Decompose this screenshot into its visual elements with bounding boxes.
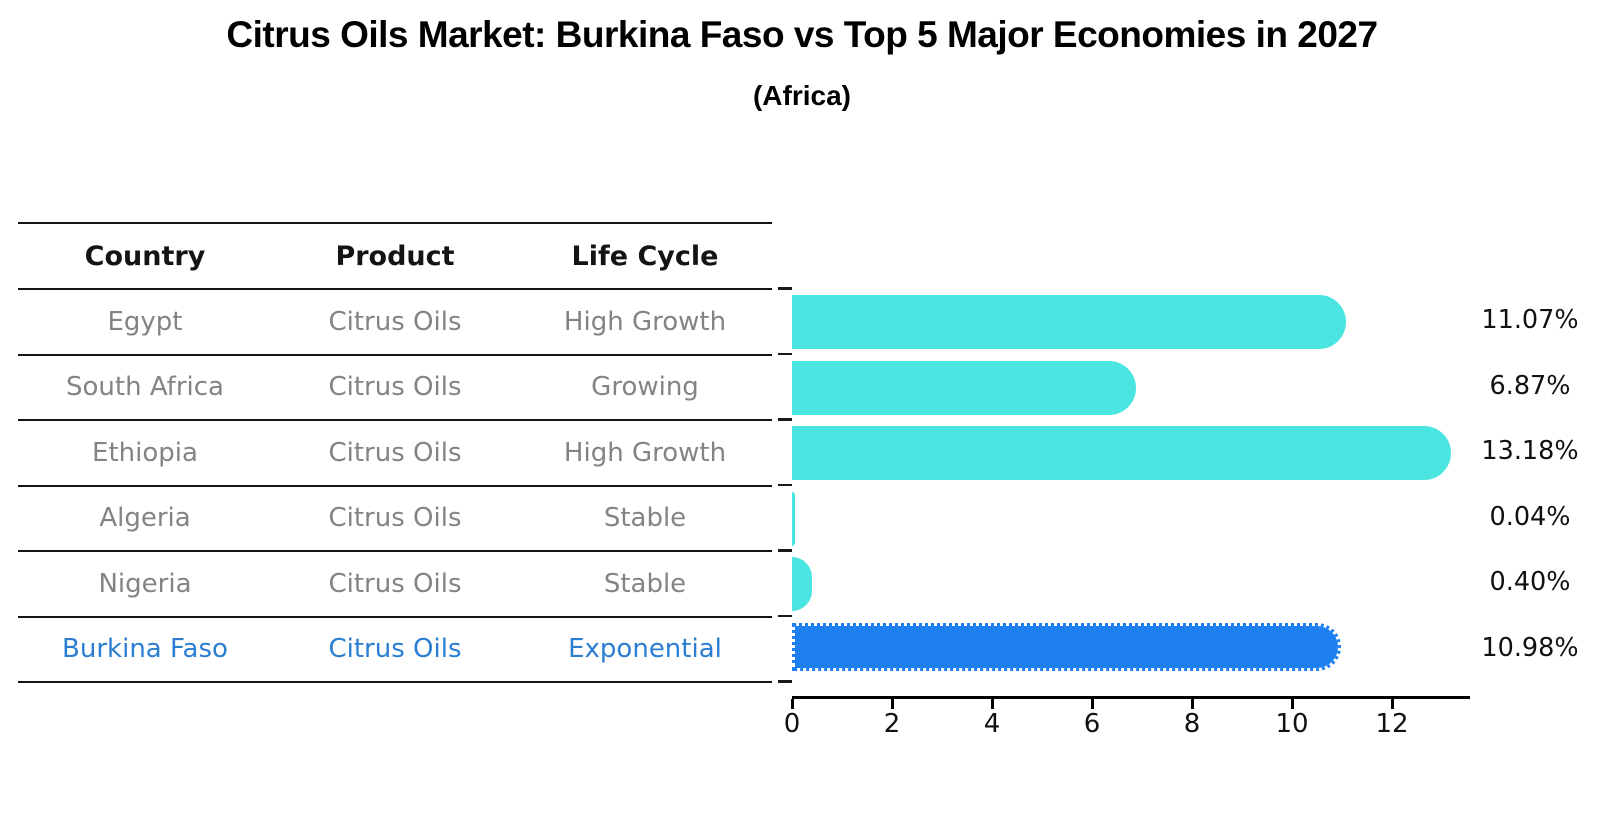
x-tick-label: 0 [783, 709, 801, 739]
table-row: South Africa Citrus Oils Growing [18, 353, 772, 420]
column-header-product: Product [335, 240, 455, 272]
cell-product: Citrus Oils [328, 503, 462, 534]
bar-burkina-faso [792, 622, 1341, 671]
cell-country: Egypt [107, 306, 183, 337]
cell-product: Citrus Oils [328, 437, 462, 468]
table-row: Egypt Citrus Oils High Growth [18, 288, 772, 354]
table-header-row: Country Product Life Cycle [18, 224, 772, 288]
cell-life-cycle: Exponential [568, 634, 722, 665]
bar-nigeria [792, 557, 812, 611]
cell-country: Nigeria [98, 568, 192, 599]
column-header-life-cycle: Life Cycle [571, 240, 719, 272]
cell-life-cycle: High Growth [563, 437, 727, 468]
y-axis-tick [778, 483, 792, 486]
value-label-algeria: 0.04% [1489, 501, 1571, 532]
value-label-ethiopia: 13.18% [1481, 436, 1579, 466]
cell-country: South Africa [66, 372, 224, 403]
value-label-burkina-faso: 10.98% [1481, 632, 1579, 663]
bar-row [792, 288, 1472, 354]
value-label-nigeria: 0.40% [1489, 567, 1571, 597]
cell-life-cycle: Stable [603, 568, 687, 599]
x-axis-tick [1191, 698, 1194, 709]
cell-product: Citrus Oils [328, 634, 462, 665]
x-axis-tick [991, 698, 994, 709]
table-row: Nigeria Citrus Oils Stable [18, 550, 772, 616]
value-label-egypt: 11.07% [1481, 305, 1579, 335]
chart-title: Citrus Oils Market: Burkina Faso vs Top … [226, 14, 1378, 55]
bar-row [792, 354, 1472, 420]
bar-south-africa [792, 360, 1136, 415]
bar-egypt [792, 295, 1346, 349]
x-axis-tick [1391, 698, 1394, 709]
cell-country: Burkina Faso [62, 634, 228, 665]
bar-ethiopia [792, 426, 1451, 480]
y-axis-tick [778, 614, 792, 617]
table-row-highlighted: Burkina Faso Citrus Oils Exponential [18, 615, 772, 682]
cell-country: Algeria [99, 503, 191, 534]
column-header-country: Country [84, 240, 206, 272]
cell-life-cycle: High Growth [563, 306, 727, 337]
bar-algeria [792, 491, 795, 546]
bar-row [792, 419, 1472, 485]
table-bottom-rule [18, 681, 772, 683]
bar-plot-area [792, 288, 1472, 681]
x-axis-tick [1091, 698, 1094, 709]
x-axis-tick [891, 698, 894, 709]
bar-row [792, 485, 1472, 551]
x-tick-label: 2 [883, 709, 901, 739]
value-label-south-africa: 6.87% [1489, 370, 1571, 401]
y-axis-tick [778, 418, 792, 421]
x-axis-tick [1291, 698, 1294, 709]
x-axis-line [792, 696, 1470, 699]
bar-row [792, 616, 1472, 682]
cell-product: Citrus Oils [328, 568, 462, 599]
x-tick-label: 4 [983, 709, 1001, 739]
x-tick-label: 6 [1083, 709, 1101, 739]
cell-life-cycle: Stable [603, 503, 687, 534]
table-row: Ethiopia Citrus Oils High Growth [18, 419, 772, 485]
cell-country: Ethiopia [92, 437, 198, 468]
y-axis-tick [778, 680, 792, 683]
cell-life-cycle: Growing [591, 372, 699, 403]
y-axis-tick [778, 287, 792, 290]
y-axis-tick [778, 352, 792, 355]
cell-product: Citrus Oils [328, 306, 462, 337]
table-row: Algeria Citrus Oils Stable [18, 484, 772, 551]
x-tick-label: 10 [1275, 709, 1309, 739]
y-axis-tick [778, 549, 792, 552]
bar-row [792, 550, 1472, 616]
table-top-rule [18, 222, 772, 224]
country-table: Country Product Life Cycle Egypt Citrus … [18, 222, 772, 683]
x-tick-label: 12 [1375, 709, 1409, 739]
x-tick-label: 8 [1183, 709, 1201, 739]
chart-subtitle: (Africa) [752, 80, 851, 111]
cell-product: Citrus Oils [328, 372, 462, 403]
x-axis-tick [791, 698, 794, 709]
